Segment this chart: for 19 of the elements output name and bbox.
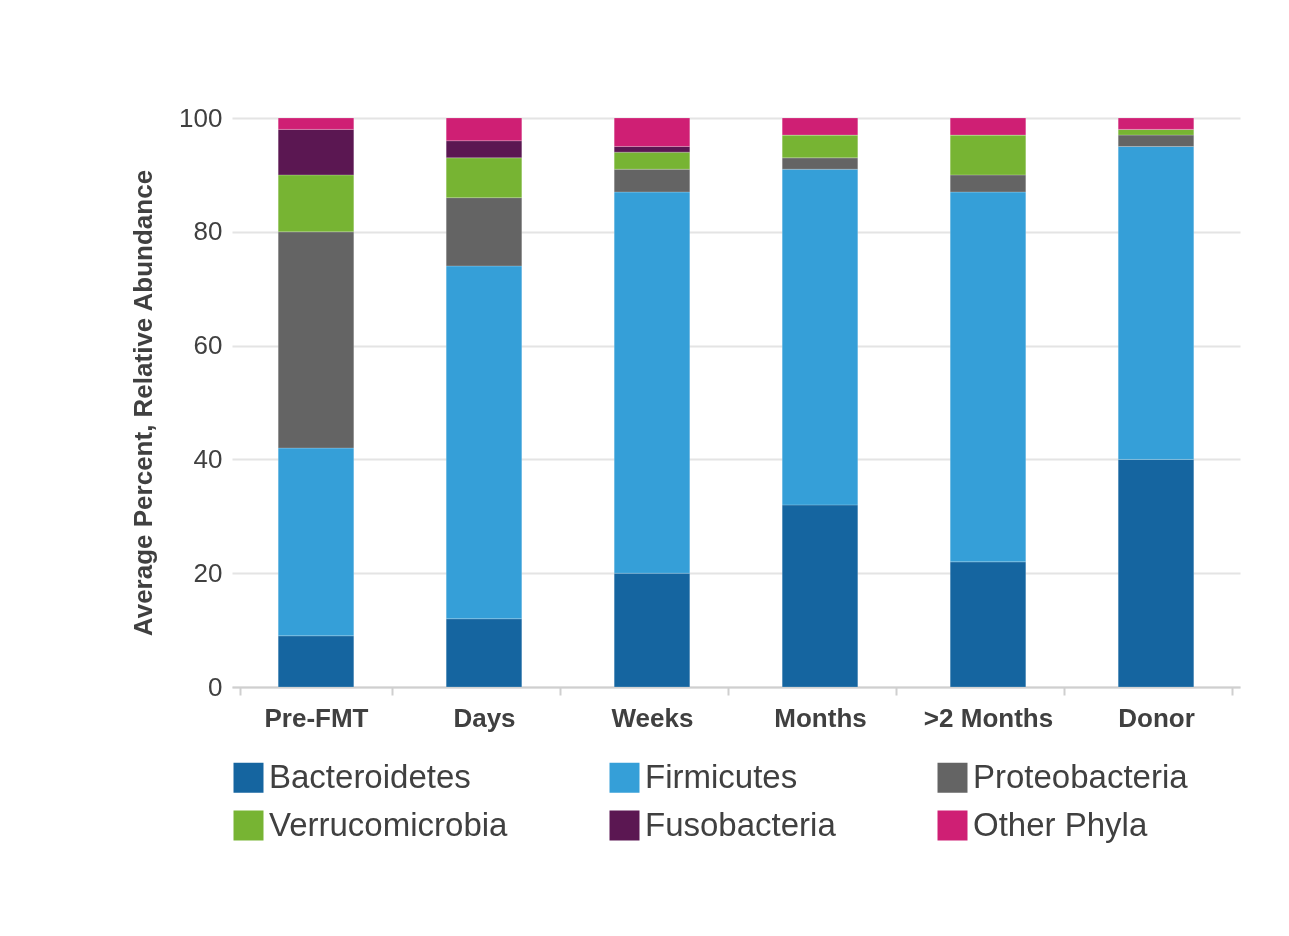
- y-tick-label: 40: [193, 443, 223, 474]
- x-tick-label: Days: [453, 702, 516, 733]
- legend-label: Bacteroidetes: [269, 757, 471, 795]
- legend-label: Verrucomicrobia: [269, 805, 509, 843]
- y-tick-label: 0: [208, 671, 223, 702]
- legend-label: Firmicutes: [645, 757, 798, 795]
- x-tick-label: Weeks: [611, 702, 694, 733]
- x-tick-label: Donor: [1118, 702, 1195, 733]
- x-tick-label: Pre-FMT: [264, 702, 369, 733]
- legend-label: Fusobacteria: [645, 805, 837, 843]
- x-tick-label: >2 Months: [923, 702, 1054, 733]
- y-tick-label: 80: [193, 216, 223, 247]
- legend-label: Proteobacteria: [973, 757, 1189, 795]
- y-tick-label: 100: [179, 102, 223, 133]
- y-tick-label: 60: [193, 330, 223, 361]
- x-tick-label: Months: [774, 702, 867, 733]
- legend-label: Other Phyla: [973, 805, 1148, 843]
- y-axis-title: Average Percent, Relative Abundance: [128, 169, 159, 637]
- y-tick-label: 20: [193, 557, 223, 588]
